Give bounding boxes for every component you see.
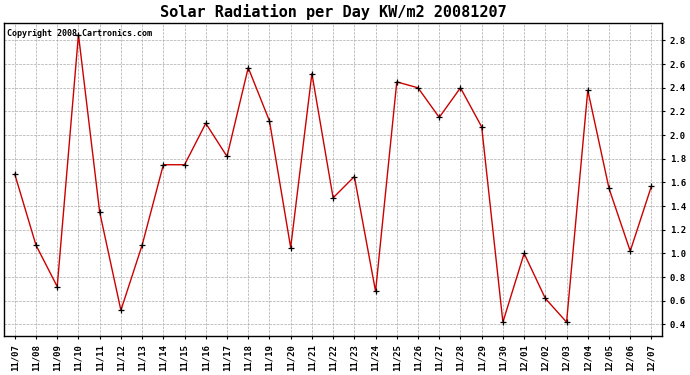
Text: Copyright 2008 Cartronics.com: Copyright 2008 Cartronics.com <box>8 29 152 38</box>
Title: Solar Radiation per Day KW/m2 20081207: Solar Radiation per Day KW/m2 20081207 <box>160 4 506 20</box>
